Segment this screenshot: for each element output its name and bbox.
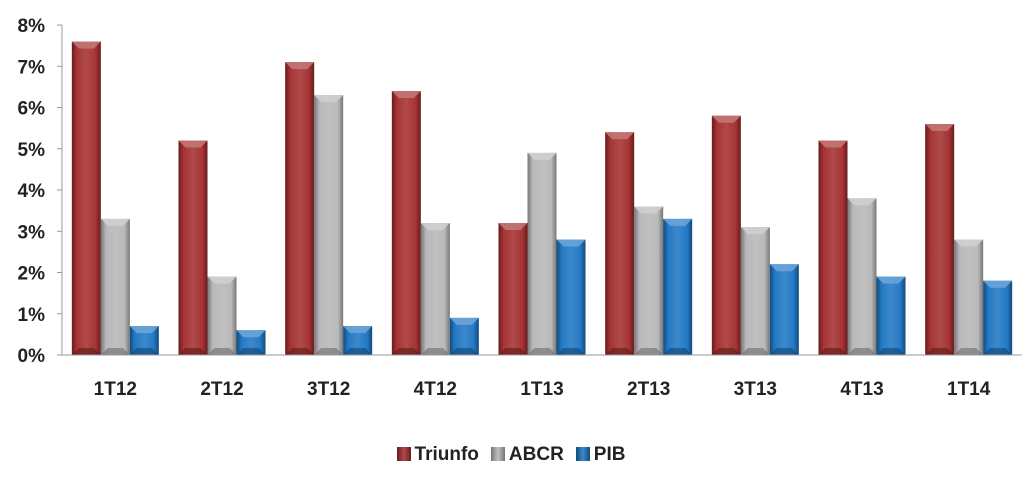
legend-swatch	[490, 447, 505, 461]
bar-triunfo-1t14	[925, 124, 955, 355]
bar-triunfo-3t12	[285, 62, 315, 355]
bar-abcr-2t12	[207, 276, 237, 355]
bar-abcr-3t12	[314, 95, 344, 355]
legend-label: ABCR	[508, 444, 564, 465]
y-axis: 0% 1% 2% 3% 4% 5% 6% 7% 8%	[18, 16, 63, 367]
bar-pib-1t12	[129, 326, 159, 355]
bars	[71, 41, 1013, 355]
bar-abcr-2t13	[634, 206, 664, 355]
bar-pib-3t12	[343, 326, 373, 355]
bar-pib-1t14	[983, 280, 1013, 355]
bar-abcr-1t13	[527, 152, 557, 355]
legend-item-triunfo: Triunfo	[396, 444, 479, 466]
legend-label: Triunfo	[414, 444, 479, 465]
bar-triunfo-1t13	[498, 223, 528, 355]
legend-swatch	[575, 447, 590, 461]
bar-pib-1t13	[556, 239, 586, 355]
y-tick-label: 8%	[18, 16, 46, 37]
bar-pib-2t12	[236, 330, 266, 355]
bar-pib-2t13	[663, 218, 693, 355]
y-tick-label: 1%	[18, 305, 46, 326]
bar-abcr-1t12	[100, 218, 130, 355]
y-tick-label: 5%	[18, 140, 46, 161]
bar-abcr-1t14	[954, 239, 984, 355]
y-tick-label: 3%	[18, 222, 46, 243]
y-tick-label: 0%	[18, 346, 46, 367]
y-tick-label: 7%	[18, 57, 46, 78]
x-tick-label: 3T13	[734, 379, 777, 400]
bar-triunfo-1t12	[71, 41, 101, 355]
y-tick-label: 6%	[18, 99, 46, 120]
x-tick-label: 3T12	[307, 379, 350, 400]
bar-triunfo-2t12	[178, 140, 208, 355]
legend-item-abcr: ABCR	[490, 444, 564, 466]
bar-triunfo-3t13	[711, 115, 741, 355]
bar-pib-4t12	[449, 317, 479, 355]
legend-swatch	[396, 447, 411, 461]
legend-label: PIB	[593, 444, 626, 465]
bar-abcr-4t12	[420, 223, 450, 355]
x-tick-label: 1T13	[520, 379, 563, 400]
legend-item-pib: PIB	[575, 444, 626, 466]
x-axis-labels: 1T12 2T12 3T12 4T12 1T13 2T13 3T13 4T13 1T14	[94, 379, 991, 400]
bar-triunfo-4t13	[818, 140, 848, 355]
x-tick-label: 2T12	[200, 379, 243, 400]
y-tick-label: 4%	[18, 181, 46, 202]
x-tick-label: 2T13	[627, 379, 670, 400]
bar-abcr-4t13	[847, 198, 877, 355]
x-tick-label: 4T12	[414, 379, 457, 400]
bar-pib-4t13	[876, 276, 906, 355]
x-tick-label: 1T14	[947, 379, 991, 400]
bar-triunfo-2t13	[605, 132, 635, 355]
x-tick-label: 4T13	[840, 379, 883, 400]
x-tick-label: 1T12	[94, 379, 137, 400]
bar-triunfo-4t12	[391, 91, 421, 355]
bar-abcr-3t13	[740, 227, 770, 355]
legend: Triunfo ABCR PIB	[0, 444, 1022, 466]
y-tick-label: 2%	[18, 264, 46, 285]
bar-pib-3t13	[769, 264, 799, 355]
